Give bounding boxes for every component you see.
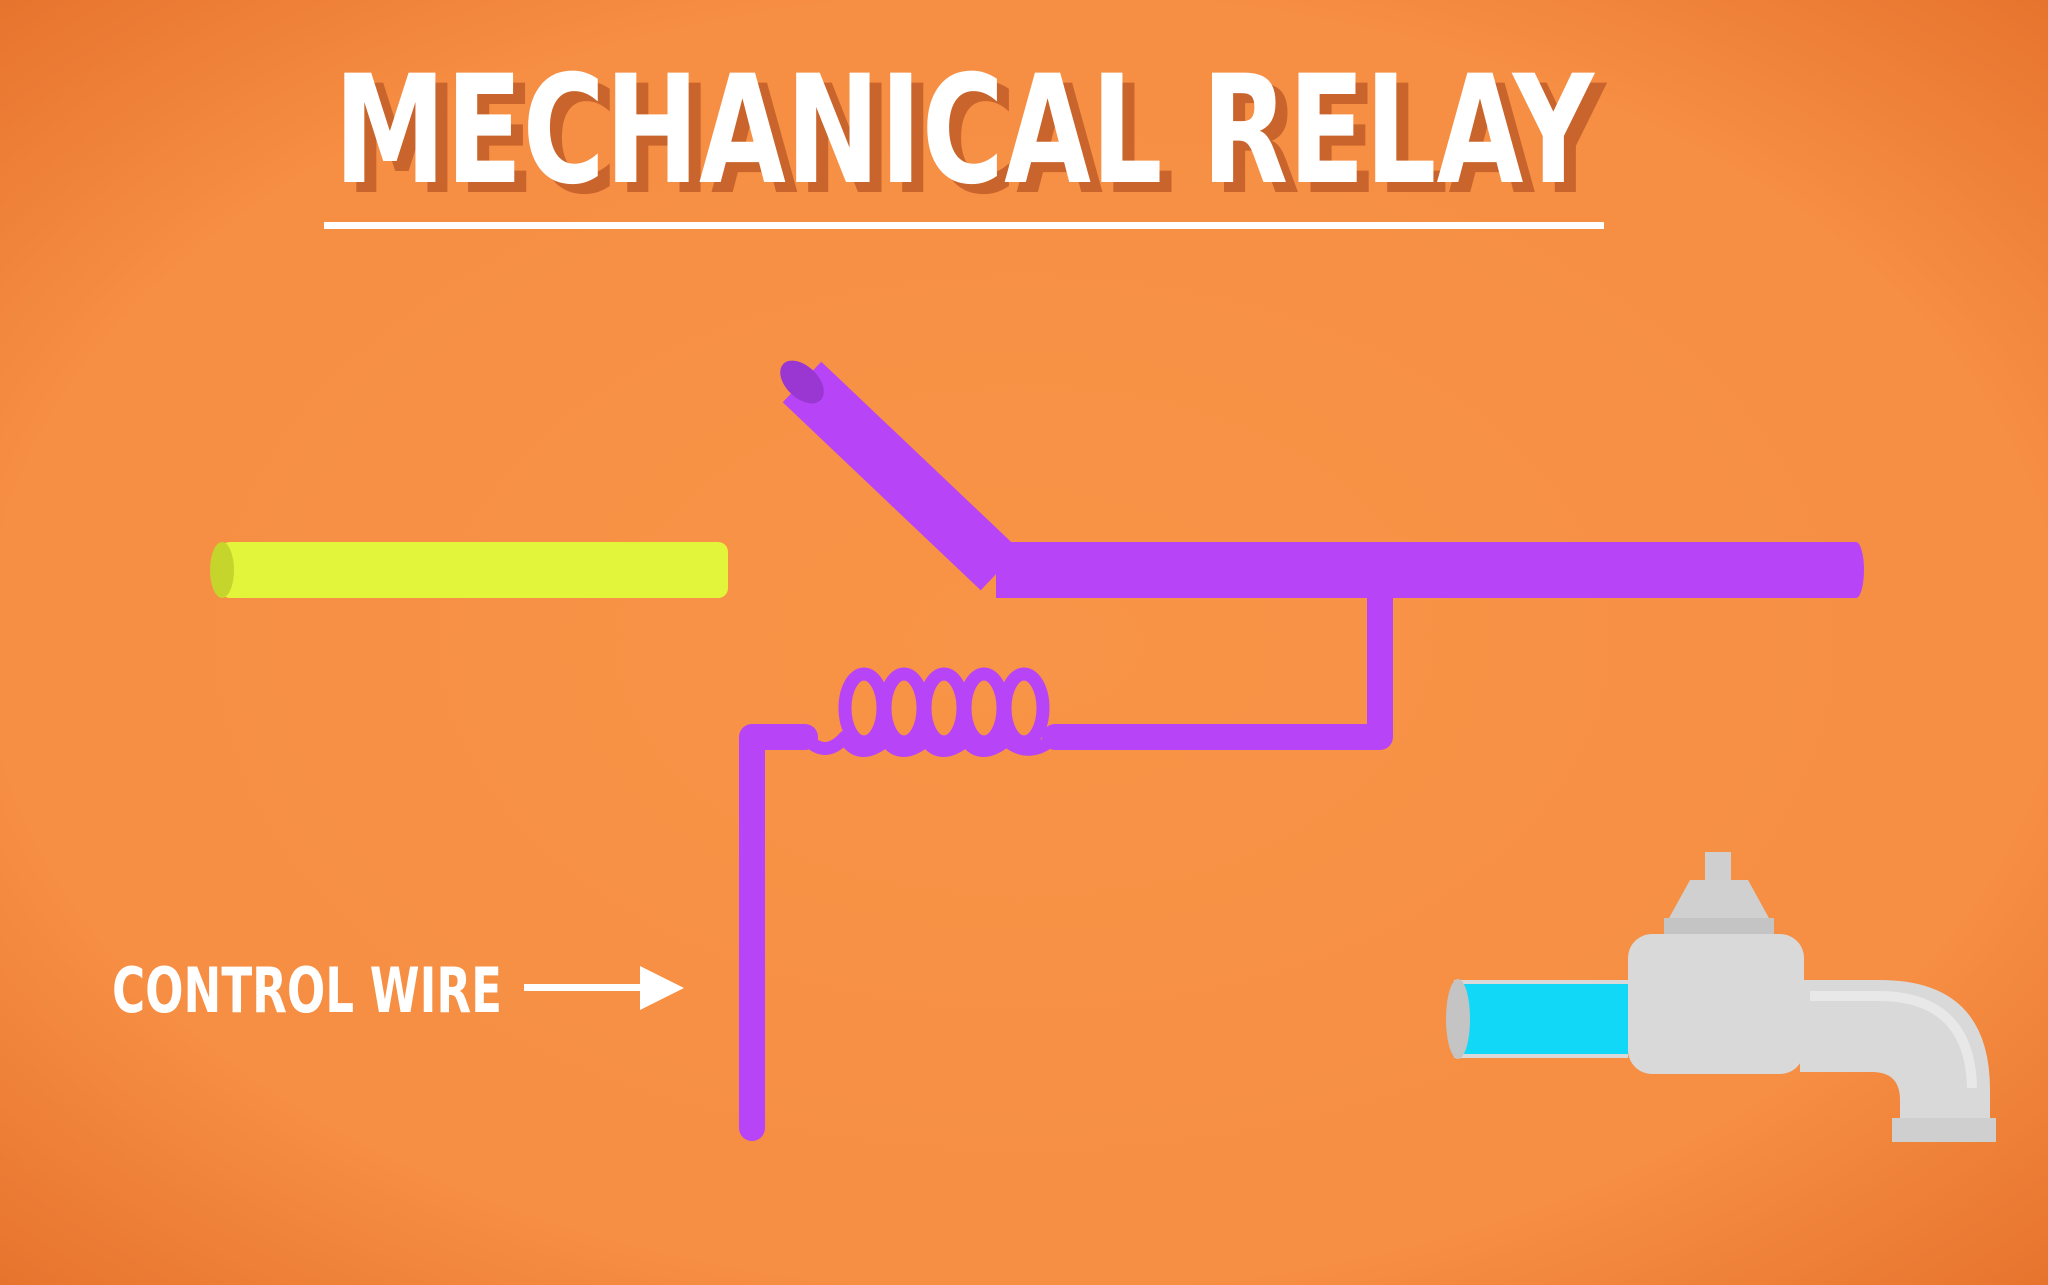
control-circuit (739, 585, 1393, 1141)
title-underline (324, 222, 1604, 229)
switch-arm (780, 360, 1864, 598)
title-group: MECHANICAL RELAY MECHANICAL RELAY (324, 44, 1608, 229)
control-wire-label: CONTROL WIRE (112, 954, 502, 1027)
page-title-shadow: MECHANICAL RELAY (346, 54, 1608, 228)
arrow-right-icon (524, 966, 684, 1010)
input-wire (210, 542, 728, 598)
faucet-icon (1446, 852, 1996, 1142)
coil-icon (798, 667, 1062, 757)
control-wire-callout: CONTROL WIRE (112, 954, 684, 1027)
page-title: MECHANICAL RELAY (334, 44, 1596, 218)
